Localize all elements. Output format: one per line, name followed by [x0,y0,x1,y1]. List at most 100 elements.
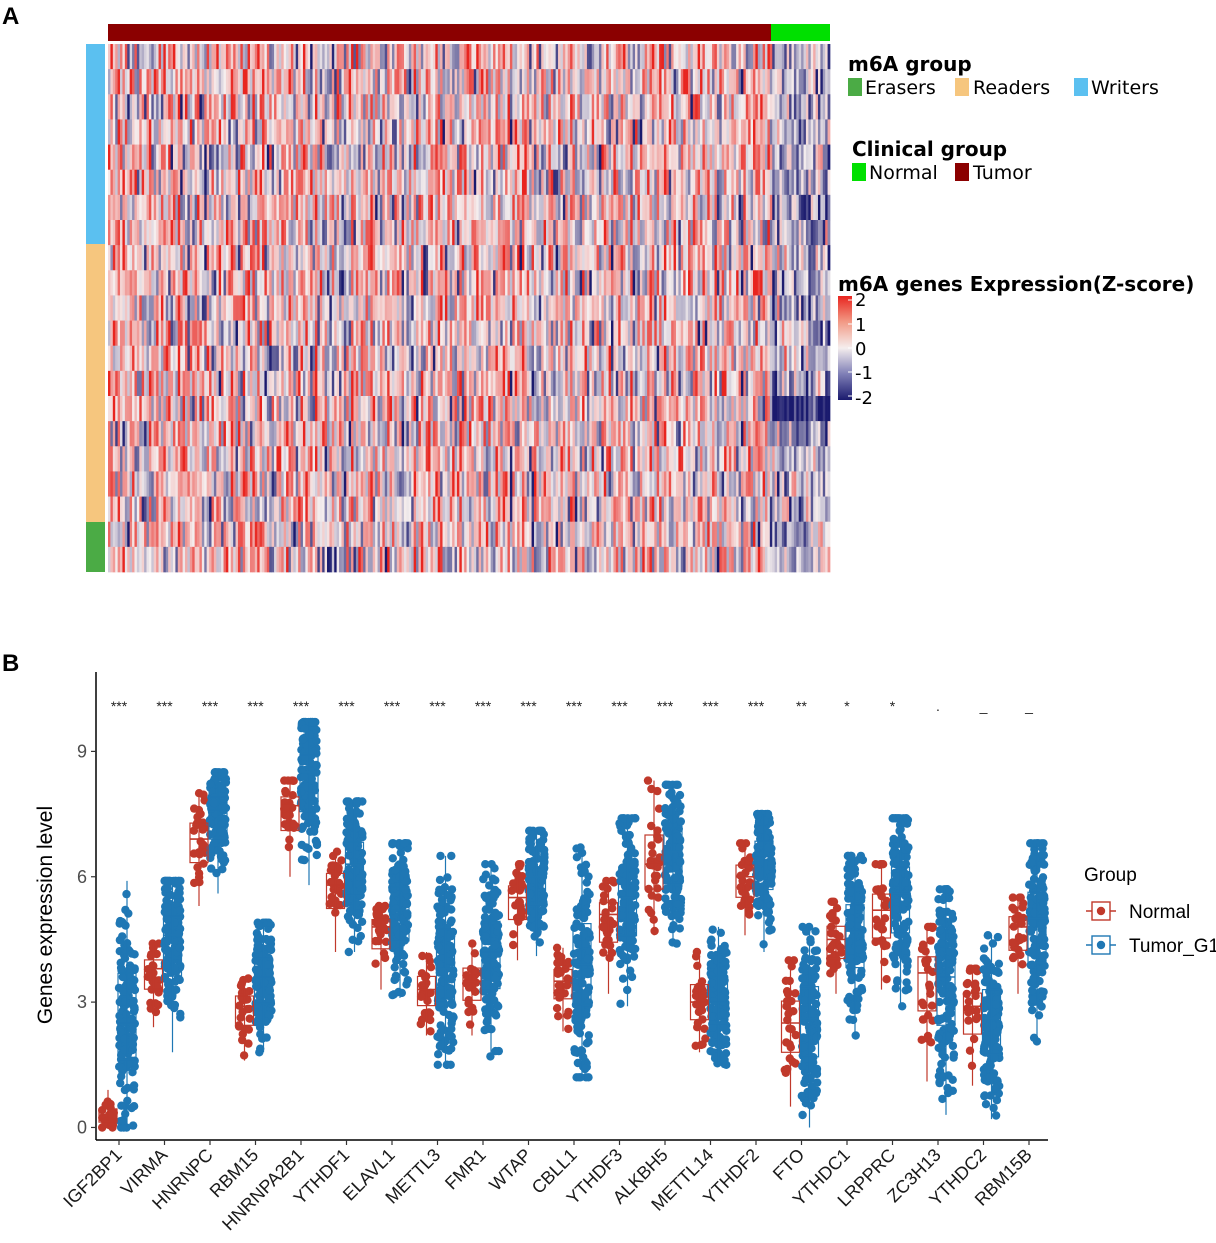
heatmap-cell [531,295,535,321]
heatmap-cell [558,119,561,145]
heatmap-cell [485,320,489,347]
heatmap-cell [182,345,186,372]
heatmap-cell [637,396,641,422]
heatmap-cell [343,320,347,347]
heatmap-cell [223,194,227,221]
heatmap-cell [401,44,405,70]
heatmap-cell [813,345,816,372]
heatmap-cell [500,446,504,472]
heatmap-cell [382,345,386,372]
heatmap-cell [341,94,345,120]
heatmap-cell [808,320,812,347]
heatmap-cell [175,144,179,171]
heatmap-cell [447,345,451,372]
heatmap-cell [230,94,234,120]
heatmap-cell [478,446,482,472]
heatmap-cell [529,421,532,447]
heatmap-cell [690,119,694,145]
heatmap-cell [678,295,682,321]
heatmap-cell [148,295,152,321]
heatmap-cell [225,320,229,347]
heatmap-cell [497,370,501,397]
heatmap-cell [647,220,650,246]
heatmap-cell [194,69,198,95]
heatmap-cell [772,396,775,422]
heatmap-cell [288,320,292,347]
heatmap-cell [367,270,371,296]
heatmap-cell [115,69,118,95]
heatmap-cell [769,69,773,95]
heatmap-cell [630,370,634,397]
heatmap-cell [391,421,395,447]
heatmap-cell [377,396,381,422]
heatmap-cell [334,69,337,95]
heatmap-cell [632,194,636,221]
heatmap-cell [565,345,569,372]
heatmap-cell [365,94,369,120]
heatmap-cell [526,396,530,422]
heatmap-cell [117,144,121,171]
heatmap-cell [237,421,241,447]
heatmap-cell [697,144,701,171]
heatmap-cell [493,220,496,246]
heatmap-cell [413,144,417,171]
heatmap-cell [757,119,761,145]
heatmap-cell [639,169,643,196]
heatmap-cell [586,345,590,372]
heatmap-cell [500,295,504,321]
erasers-row-annotation [86,522,105,572]
heatmap-cell [820,119,824,145]
heatmap-cell [129,94,133,120]
heatmap-cell [815,295,819,321]
heatmap-cell [319,69,323,95]
heatmap-cell [550,345,554,372]
heatmap-cell [678,320,682,347]
heatmap-cell [514,345,518,372]
heatmap-cell [127,270,131,296]
heatmap-cell [211,370,215,397]
heatmap-cell [560,270,564,296]
heatmap-cell [452,94,455,120]
heatmap-cell [481,194,484,221]
heatmap-cell [365,144,369,171]
heatmap-cell [401,119,405,145]
heatmap-cell [254,144,258,171]
heatmap-cell [428,169,431,196]
heatmap-cell [572,421,576,447]
heatmap-cell [377,320,381,347]
heatmap-cell [548,220,552,246]
heatmap-cell [355,245,359,271]
heatmap-cell [659,270,662,296]
heatmap-cell [406,144,410,171]
heatmap-cell [139,446,143,472]
heatmap-cell [632,320,636,347]
heatmap-cell [707,345,711,372]
heatmap-cell [524,370,528,397]
heatmap-cell [206,270,210,296]
heatmap-cell [428,345,431,372]
heatmap-cell [192,119,195,145]
heatmap-cell [387,169,390,196]
heatmap-cell [591,270,595,296]
heatmap-cell [673,94,677,120]
heatmap-cell [134,220,138,246]
heatmap-cell [536,396,540,422]
heatmap-cell [738,44,742,70]
heatmap-cell [351,270,354,296]
heatmap-cell [813,169,816,196]
heatmap-cell [425,421,429,447]
heatmap-cell [666,220,670,246]
heatmap-cell [117,69,121,95]
heatmap-cell [228,144,232,171]
heatmap-cell [529,295,532,321]
heatmap-cell [408,169,412,196]
heatmap-cell [276,396,280,422]
heatmap-cell [290,119,294,145]
heatmap-cell [437,370,441,397]
heatmap-cell [774,119,778,145]
heatmap-cell [122,295,126,321]
heatmap-cell [798,421,802,447]
heatmap-cell [608,270,612,296]
heatmap-cell [627,421,631,447]
heatmap-cell [348,144,352,171]
